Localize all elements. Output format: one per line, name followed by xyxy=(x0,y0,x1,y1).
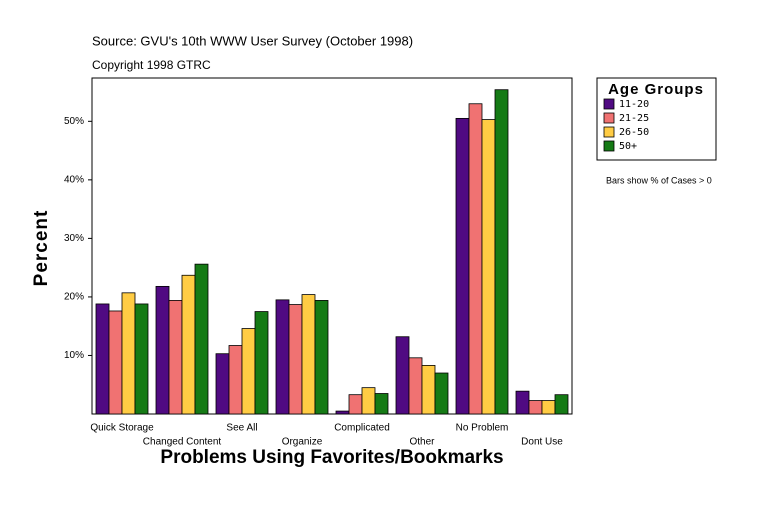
bar xyxy=(241,328,256,415)
bar xyxy=(468,103,483,415)
bar xyxy=(361,387,376,415)
legend-label: 11-20 xyxy=(619,99,649,110)
x-tick-label: Other xyxy=(409,437,435,448)
bar xyxy=(528,400,543,415)
note: Bars show % of Cases > 0 xyxy=(606,175,712,185)
chart-subtitle: Copyright 1998 GTRC xyxy=(92,58,211,72)
y-tick-label: 20% xyxy=(64,292,84,303)
legend-swatch xyxy=(603,98,615,110)
x-tick-label: Dont Use xyxy=(521,437,563,448)
legend-label: 21-25 xyxy=(619,113,649,124)
bar xyxy=(275,299,290,415)
legend-label: 26-50 xyxy=(619,127,649,138)
bar xyxy=(95,303,110,415)
chart-title: Source: GVU's 10th WWW User Survey (Octo… xyxy=(92,33,413,48)
legend-swatch xyxy=(603,140,615,152)
bar xyxy=(314,300,329,415)
bar xyxy=(335,410,350,415)
bar xyxy=(541,400,556,415)
legend-swatch xyxy=(603,112,615,124)
bar xyxy=(515,390,530,415)
x-tick-label: No Problem xyxy=(456,423,509,434)
bar xyxy=(434,372,449,415)
y-axis-label: Percent xyxy=(31,210,52,287)
legend-swatch xyxy=(603,126,615,138)
y-tick-label: 50% xyxy=(64,116,84,127)
y-tick-label: 30% xyxy=(64,233,84,244)
legend-label: 50+ xyxy=(619,141,637,152)
bar xyxy=(288,304,303,415)
y-tick-label: 40% xyxy=(64,174,84,185)
bar xyxy=(134,303,149,415)
legend-box xyxy=(596,77,717,161)
x-tick-label: Quick Storage xyxy=(90,423,154,434)
bar xyxy=(374,393,389,415)
bar xyxy=(194,263,209,415)
bar xyxy=(481,119,496,415)
bar xyxy=(408,357,423,415)
x-tick-label: Organize xyxy=(282,437,323,448)
bar xyxy=(121,292,136,415)
bar xyxy=(215,353,230,415)
bar xyxy=(421,365,436,415)
bar xyxy=(455,117,470,415)
x-tick-label: Changed Content xyxy=(143,437,222,448)
x-tick-label: Complicated xyxy=(334,423,390,434)
bar xyxy=(554,394,569,415)
x-tick-label: See All xyxy=(226,423,257,434)
bar xyxy=(168,300,183,415)
bar xyxy=(254,311,269,415)
plot-frame xyxy=(91,77,573,415)
x-axis-label: Problems Using Favorites/Bookmarks xyxy=(160,447,503,468)
bar xyxy=(108,310,123,415)
bar xyxy=(348,394,363,415)
bar xyxy=(395,336,410,415)
bar xyxy=(181,274,196,415)
y-tick-label: 10% xyxy=(64,350,84,361)
bar xyxy=(301,294,316,415)
bar xyxy=(494,89,509,415)
legend-title: Age Groups xyxy=(608,81,704,98)
bar xyxy=(228,345,243,415)
bar xyxy=(155,285,170,415)
